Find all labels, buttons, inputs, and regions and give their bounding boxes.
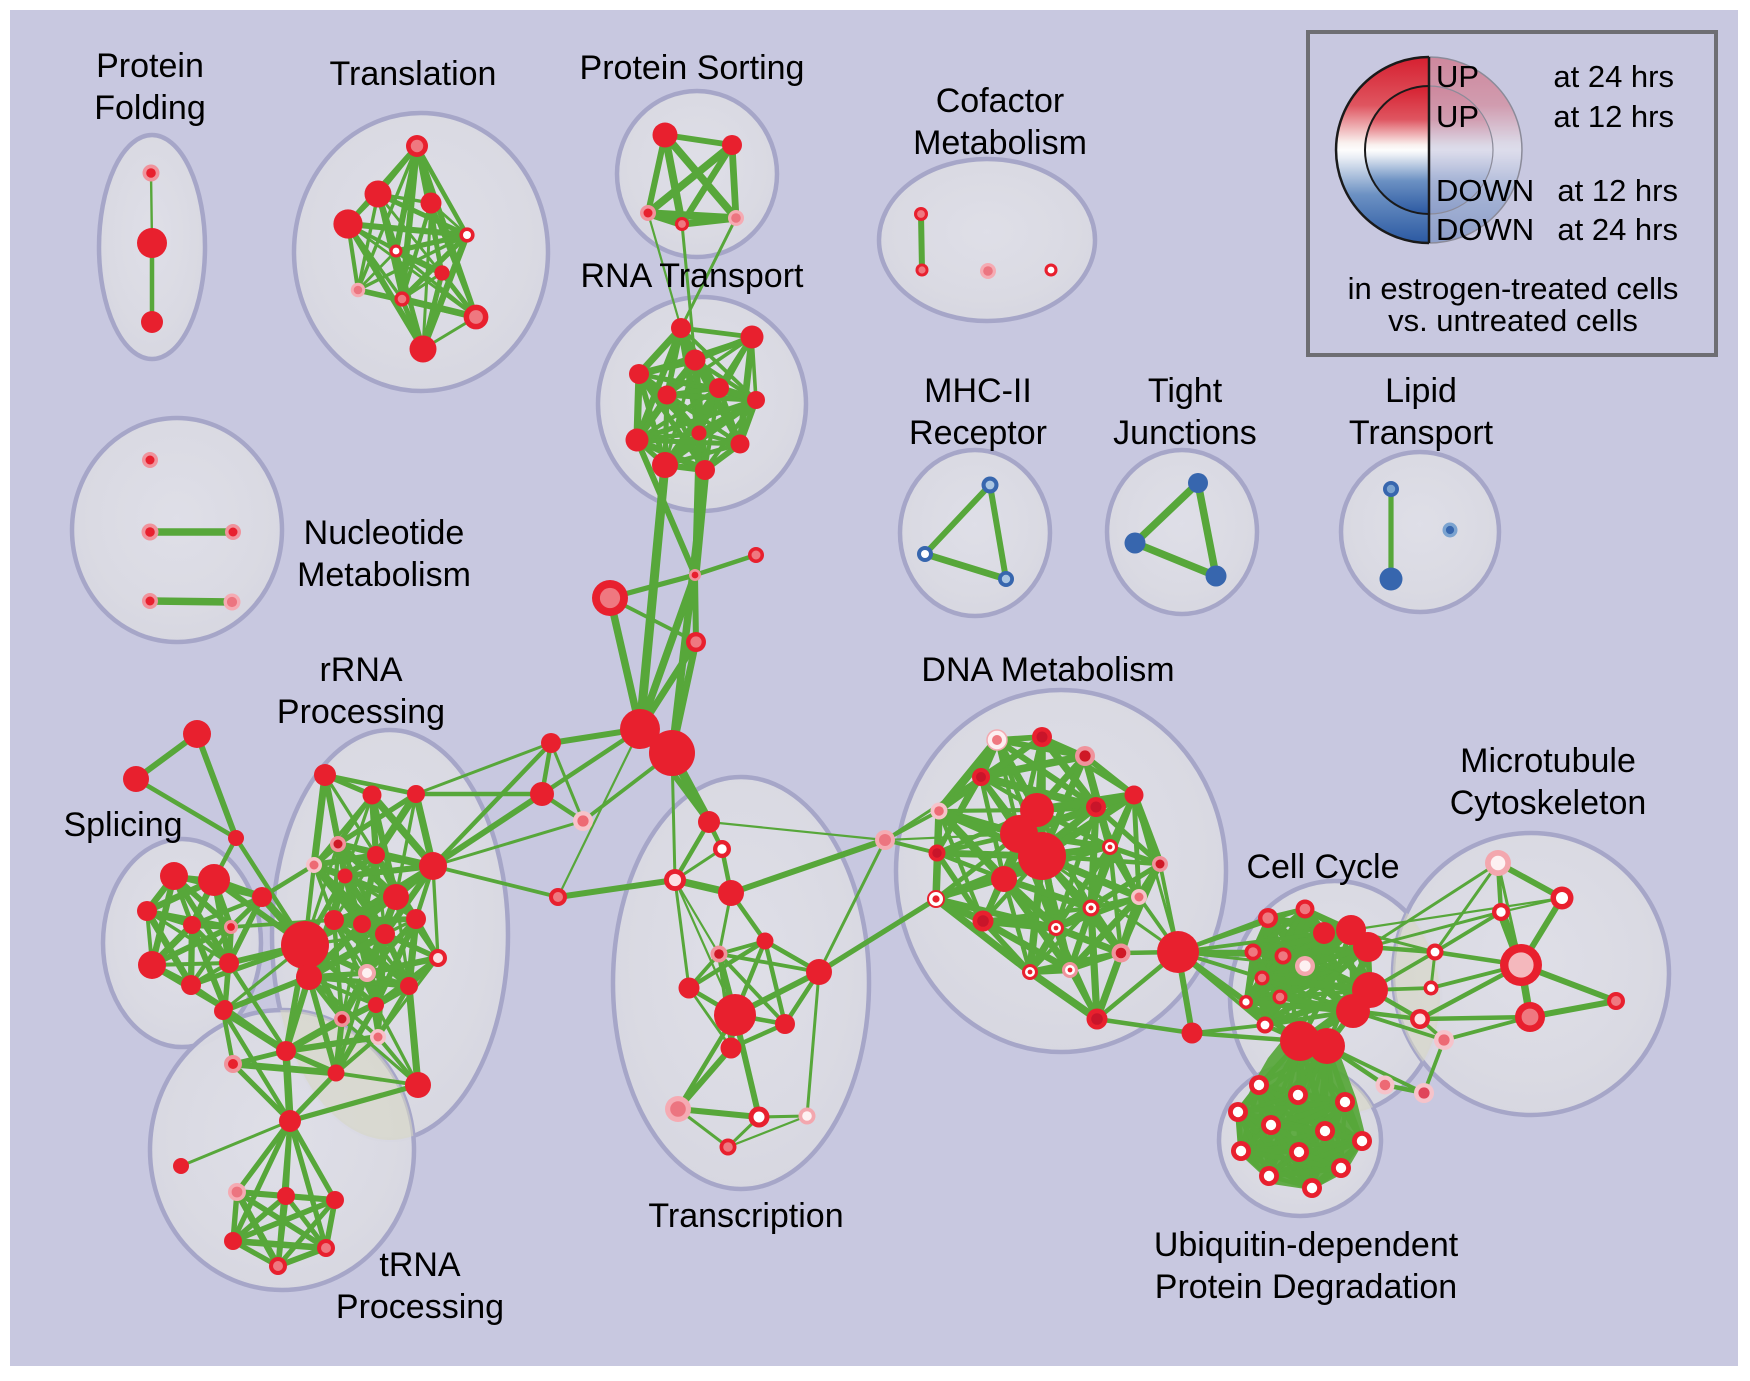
svg-text:Transcription: Transcription — [648, 1197, 843, 1235]
svg-text:RNA Transport: RNA Transport — [581, 257, 805, 295]
svg-text:Nucleotide: Nucleotide — [304, 514, 465, 552]
svg-text:DOWN: DOWN — [1436, 173, 1534, 208]
svg-text:Protein Sorting: Protein Sorting — [580, 49, 805, 87]
svg-text:rRNA: rRNA — [319, 651, 402, 689]
svg-text:Metabolism: Metabolism — [297, 556, 471, 594]
svg-text:Protein: Protein — [96, 47, 204, 85]
svg-text:Ubiquitin-dependent: Ubiquitin-dependent — [1154, 1226, 1459, 1264]
svg-text:Translation: Translation — [330, 55, 497, 93]
svg-text:Processing: Processing — [336, 1288, 504, 1326]
svg-text:Metabolism: Metabolism — [913, 124, 1087, 162]
svg-text:at 12 hrs: at 12 hrs — [1553, 99, 1674, 134]
svg-text:vs. untreated cells: vs. untreated cells — [1388, 303, 1638, 338]
svg-text:Folding: Folding — [94, 89, 206, 127]
svg-text:at 12 hrs: at 12 hrs — [1557, 173, 1678, 208]
svg-text:Receptor: Receptor — [909, 414, 1047, 452]
svg-text:DOWN: DOWN — [1436, 212, 1534, 247]
svg-text:Tight: Tight — [1148, 372, 1223, 410]
svg-text:at 24 hrs: at 24 hrs — [1557, 212, 1678, 247]
svg-text:in estrogen-treated cells: in estrogen-treated cells — [1348, 271, 1679, 306]
svg-text:Splicing: Splicing — [63, 806, 182, 844]
svg-text:Lipid: Lipid — [1385, 372, 1457, 410]
svg-text:Processing: Processing — [277, 693, 445, 731]
svg-text:DNA Metabolism: DNA Metabolism — [921, 651, 1174, 689]
svg-text:UP: UP — [1436, 59, 1479, 94]
svg-text:Cell Cycle: Cell Cycle — [1246, 848, 1399, 886]
svg-text:Cytoskeleton: Cytoskeleton — [1450, 784, 1647, 822]
svg-text:at 24 hrs: at 24 hrs — [1553, 59, 1674, 94]
svg-text:Protein Degradation: Protein Degradation — [1155, 1268, 1457, 1306]
svg-text:Microtubule: Microtubule — [1460, 742, 1636, 780]
svg-text:Junctions: Junctions — [1113, 414, 1257, 452]
svg-text:Cofactor: Cofactor — [936, 82, 1065, 120]
svg-text:MHC-II: MHC-II — [924, 372, 1032, 410]
svg-text:Transport: Transport — [1349, 414, 1494, 452]
svg-text:tRNA: tRNA — [379, 1246, 461, 1284]
svg-text:UP: UP — [1436, 99, 1479, 134]
